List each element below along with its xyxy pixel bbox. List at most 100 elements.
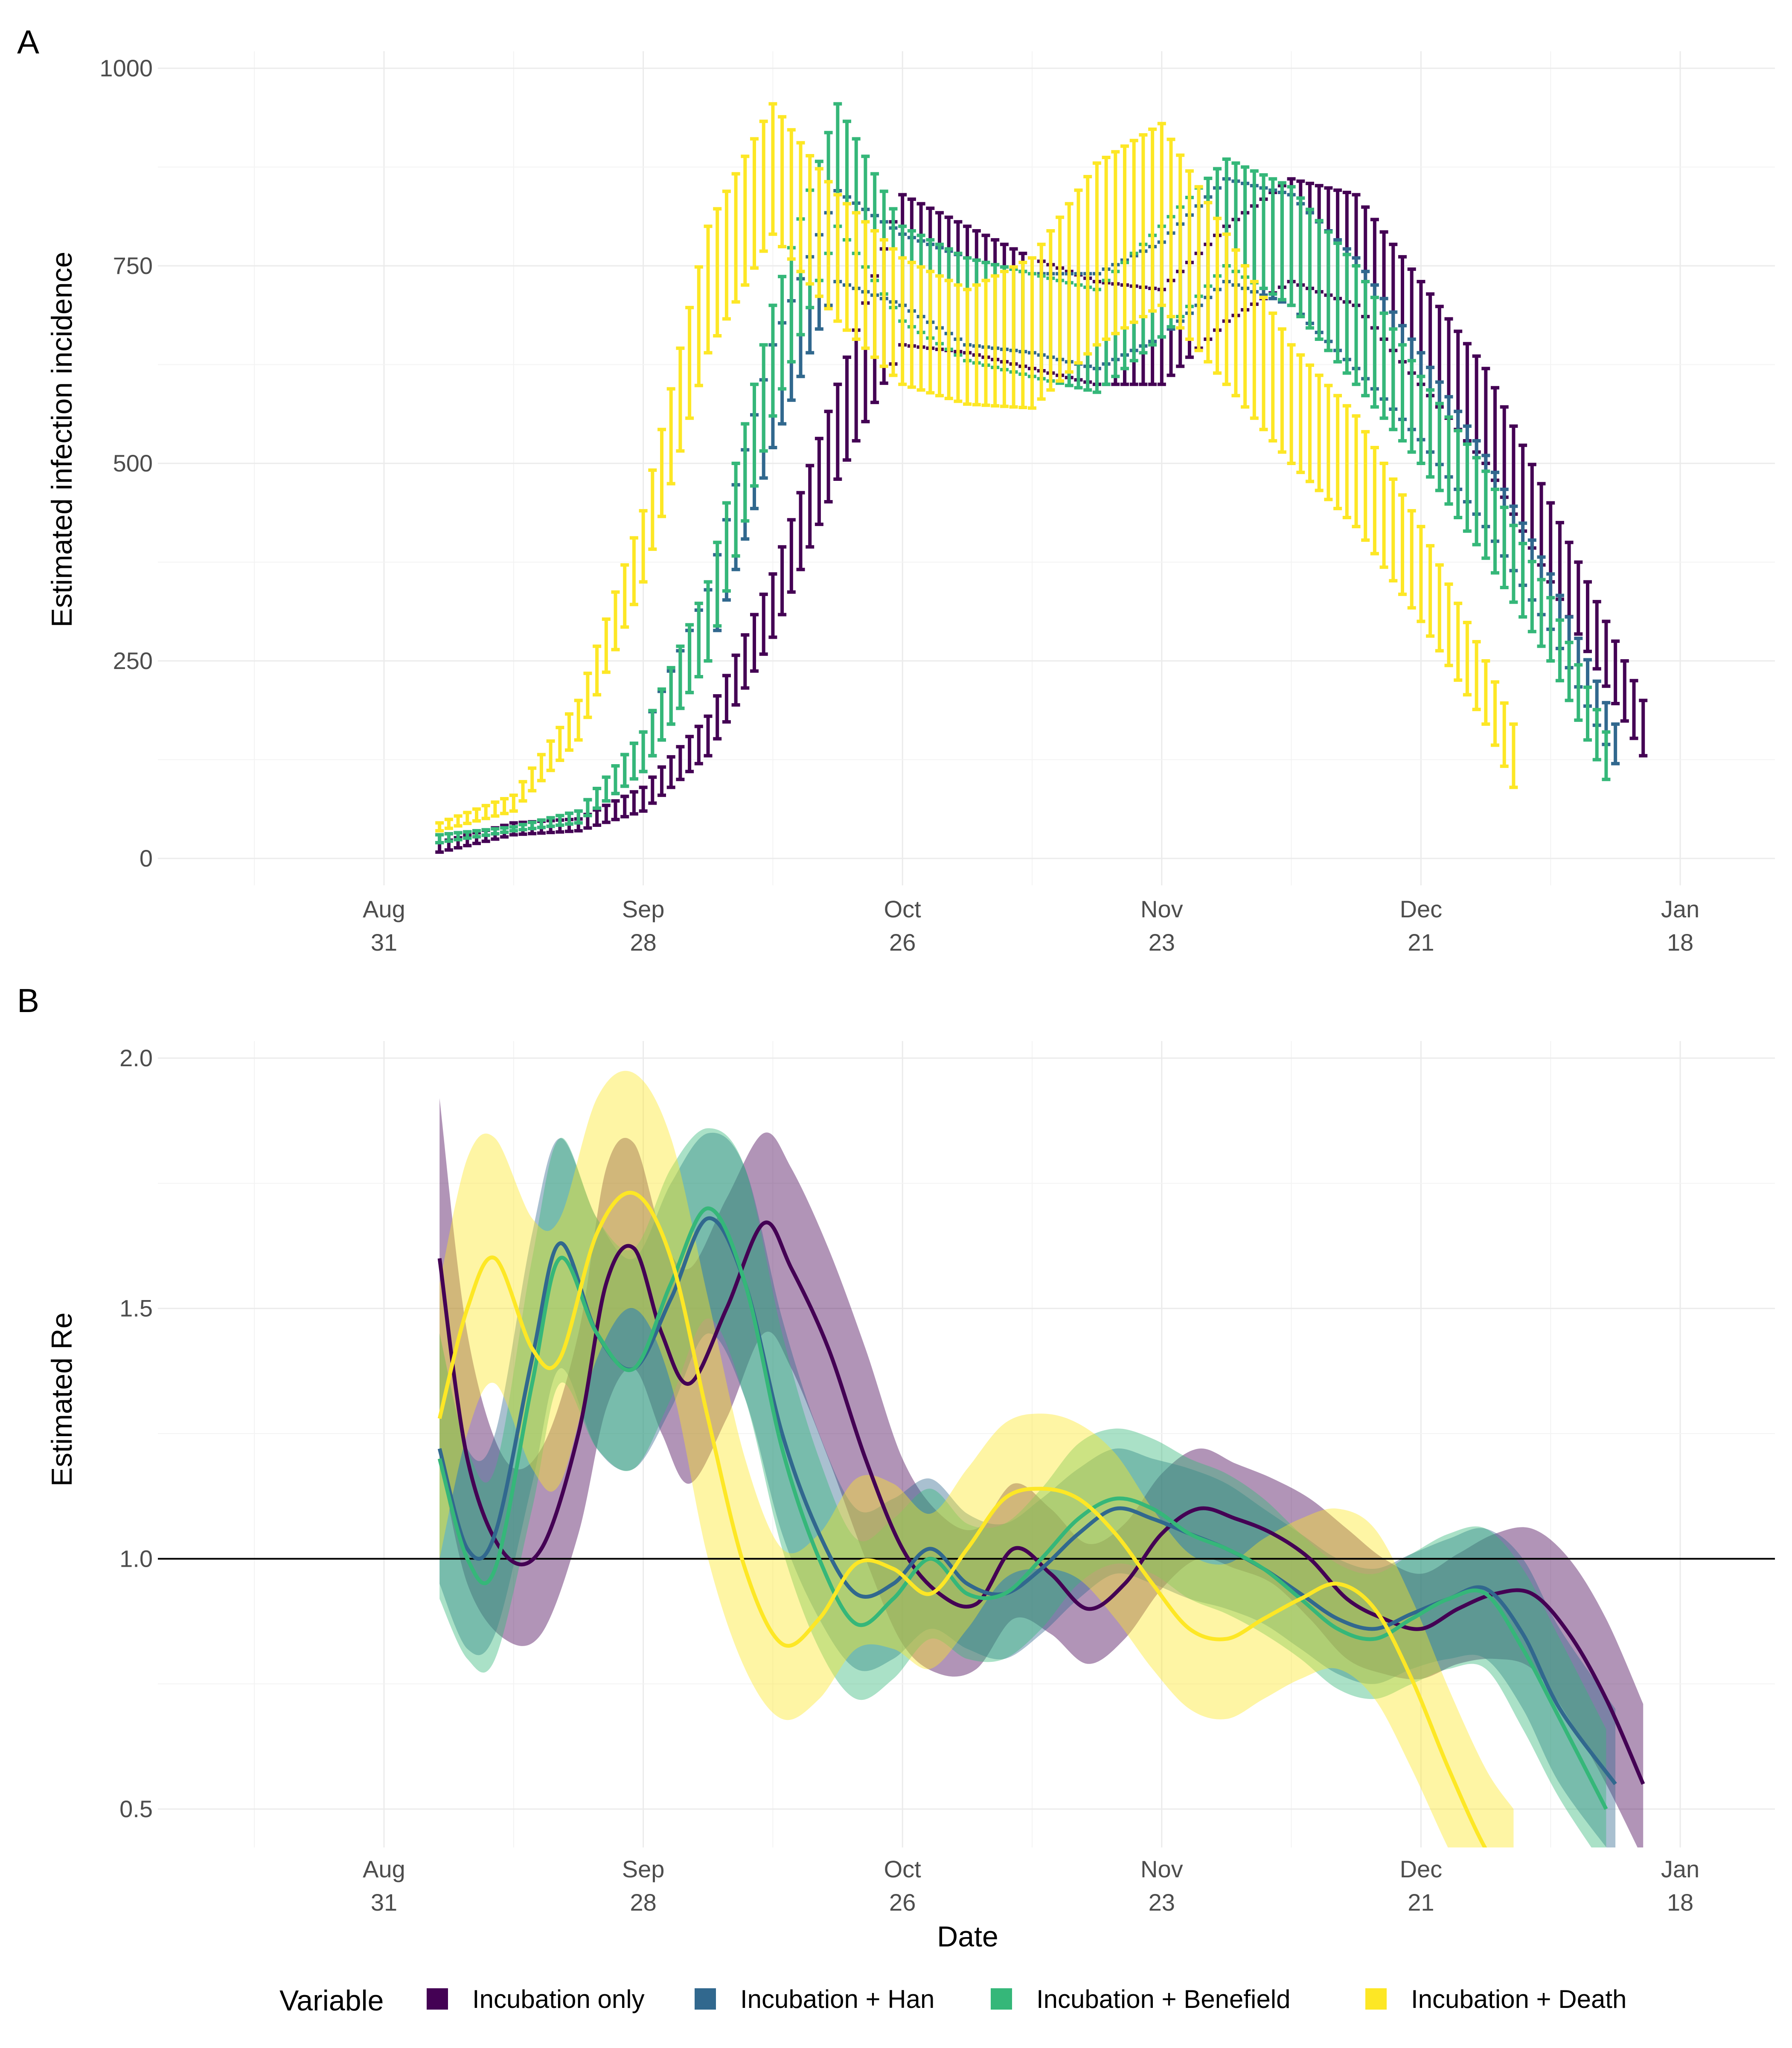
- panel-b-ribbons: [439, 1071, 1644, 1847]
- x-tick-label-month: Oct: [884, 896, 922, 922]
- error-bar: [889, 247, 898, 377]
- error-bar: [1204, 201, 1213, 364]
- error-bar: [1167, 137, 1175, 319]
- error-bar: [1389, 327, 1398, 431]
- error-bar: [444, 817, 453, 830]
- legend-item: Incubation only: [427, 1985, 645, 2013]
- error-bar: [1444, 415, 1453, 506]
- x-tick-label-day: 18: [1667, 1889, 1693, 1916]
- error-bar: [518, 780, 527, 803]
- error-bar: [824, 410, 833, 503]
- error-bar: [685, 623, 694, 695]
- error-bar: [1481, 469, 1490, 560]
- error-bar: [843, 202, 851, 332]
- error-bar: [1000, 270, 1009, 408]
- x-tick-label-month: Sep: [622, 896, 665, 922]
- x-tick-label-day: 31: [371, 929, 397, 956]
- error-bar: [611, 799, 620, 821]
- error-bar: [1463, 621, 1472, 697]
- error-bar: [509, 793, 518, 813]
- panel-a-error-bars: [435, 102, 1648, 854]
- error-bar: [472, 829, 481, 839]
- error-bar: [528, 766, 537, 793]
- error-bar: [1352, 414, 1361, 529]
- error-bar: [750, 382, 759, 488]
- error-bar: [750, 613, 759, 673]
- error-bar: [1268, 311, 1277, 443]
- error-bar: [1417, 375, 1425, 465]
- error-bar: [666, 387, 675, 486]
- error-bar: [1602, 620, 1611, 688]
- error-bar: [787, 518, 796, 594]
- error-bar: [1370, 445, 1379, 556]
- error-bar: [546, 739, 555, 772]
- error-bar: [463, 830, 472, 840]
- x-tick-label-month: Dec: [1400, 1856, 1443, 1882]
- error-bar: [1194, 185, 1203, 352]
- error-bar: [1018, 261, 1027, 410]
- error-bar: [1491, 680, 1499, 747]
- error-bar: [1519, 541, 1527, 619]
- error-bar: [1120, 144, 1129, 330]
- error-bar: [713, 694, 722, 741]
- legend-item: Incubation + Benefield: [991, 1985, 1290, 2013]
- error-bar: [1574, 663, 1583, 722]
- error-bar: [778, 275, 787, 391]
- error-bar: [815, 436, 823, 526]
- x-tick-label-month: Aug: [363, 896, 405, 922]
- ribbon: [439, 1132, 1616, 1847]
- error-bar: [1241, 264, 1250, 409]
- error-bar: [1315, 219, 1324, 341]
- error-bar: [926, 270, 935, 395]
- error-bar: [963, 288, 972, 406]
- error-bar: [472, 807, 481, 823]
- error-bar: [435, 821, 444, 833]
- error-bar: [704, 580, 713, 663]
- error-bar: [1083, 175, 1092, 356]
- error-bar: [1277, 327, 1286, 454]
- error-bar: [981, 279, 990, 407]
- error-bar: [704, 714, 713, 758]
- x-tick-label-day: 28: [630, 929, 656, 956]
- legend-title: Variable: [279, 1984, 384, 2017]
- error-bar: [954, 283, 963, 403]
- error-bar: [815, 167, 823, 298]
- error-bar: [833, 382, 842, 481]
- error-bar: [556, 814, 564, 827]
- error-bar: [1472, 640, 1481, 711]
- error-bar: [685, 305, 694, 420]
- error-bar: [1602, 730, 1611, 781]
- error-bar: [565, 712, 573, 752]
- error-bar: [833, 193, 842, 323]
- x-tick-label-month: Dec: [1400, 896, 1443, 922]
- panel-b-y-axis-title: Estimated Re: [46, 1312, 78, 1487]
- error-bar: [1500, 506, 1509, 590]
- error-bar: [1555, 618, 1564, 683]
- error-bar: [778, 115, 787, 249]
- error-bar: [1333, 241, 1342, 364]
- error-bar: [666, 755, 675, 789]
- error-bar: [778, 545, 787, 617]
- error-bar: [1092, 161, 1101, 347]
- panel-b-lines: [437, 1190, 1645, 1847]
- error-bar: [435, 833, 444, 844]
- error-bar: [870, 229, 879, 359]
- error-bar: [629, 536, 638, 606]
- error-bar: [796, 141, 805, 273]
- error-bar: [1222, 232, 1231, 386]
- panel-b-re-chart: 0.5 1.0 1.5 2.0 Aug 31 Sep 28 Oct 26 Nov 23 Dec 21 Ja…: [46, 1041, 1775, 1916]
- error-bar: [1639, 698, 1648, 758]
- error-bar: [1009, 265, 1018, 409]
- error-bar: [1379, 462, 1388, 569]
- error-bar: [1491, 487, 1499, 575]
- legend-items: Incubation only Incubation + Han Incubatio…: [427, 1985, 1626, 2013]
- error-bar: [898, 256, 907, 386]
- legend-swatch: [427, 1988, 448, 2010]
- series-line: [437, 1190, 1487, 1847]
- error-bar: [491, 800, 500, 818]
- panel-b-x-ticks: Aug 31 Sep 28 Oct 26 Nov 23 Dec 21 Jan 18: [363, 1856, 1699, 1916]
- error-bar: [1454, 429, 1463, 519]
- error-bar: [1185, 169, 1194, 341]
- error-bar: [1306, 363, 1314, 483]
